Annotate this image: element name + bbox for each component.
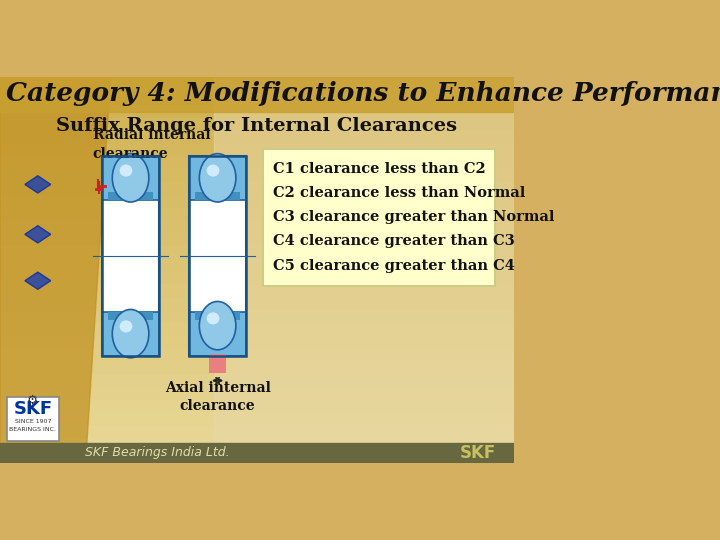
Polygon shape [0, 77, 111, 463]
Bar [102, 156, 159, 356]
Bar [0, 373, 513, 386]
Bar [0, 167, 513, 180]
Bar [0, 360, 513, 373]
Bar [0, 443, 513, 463]
Text: SKF: SKF [459, 444, 496, 462]
Bar [0, 219, 513, 232]
Bar [0, 308, 513, 321]
Text: SKF Bearings India Ltd.: SKF Bearings India Ltd. [85, 446, 229, 459]
Bar [0, 257, 513, 270]
Bar [102, 156, 159, 356]
Bar [0, 77, 513, 90]
Text: C4 clearance greater than C3: C4 clearance greater than C3 [273, 234, 514, 248]
Bar [7, 397, 58, 441]
Bar [0, 154, 513, 167]
Bar [0, 321, 513, 334]
Bar [0, 103, 513, 116]
Bar [0, 450, 513, 463]
Ellipse shape [207, 165, 220, 177]
Polygon shape [25, 176, 50, 193]
Bar [0, 129, 513, 141]
Text: C1 clearance less than C2: C1 clearance less than C2 [273, 161, 485, 176]
Text: Axial internal
clearance: Axial internal clearance [165, 381, 271, 413]
Bar [0, 399, 513, 411]
Bar [108, 312, 153, 320]
Bar [0, 77, 513, 112]
Bar [0, 244, 513, 257]
Ellipse shape [199, 154, 236, 202]
Text: Category 4: Modifications to Enhance Performance: Category 4: Modifications to Enhance Per… [6, 82, 720, 106]
Polygon shape [25, 226, 50, 243]
Ellipse shape [207, 312, 220, 325]
Polygon shape [214, 77, 513, 463]
Bar [189, 156, 246, 200]
Bar [195, 192, 240, 200]
Text: C3 clearance greater than Normal: C3 clearance greater than Normal [273, 210, 554, 224]
Bar [0, 116, 513, 129]
Bar [195, 312, 240, 320]
FancyBboxPatch shape [263, 148, 495, 286]
Text: C5 clearance greater than C4: C5 clearance greater than C4 [273, 259, 514, 273]
Polygon shape [25, 272, 50, 289]
Bar [0, 180, 513, 193]
Bar [209, 354, 226, 374]
Bar [0, 347, 513, 360]
Bar [0, 411, 513, 424]
Bar [0, 424, 513, 437]
Text: BEARINGS INC.: BEARINGS INC. [9, 427, 56, 433]
Ellipse shape [120, 320, 132, 333]
Bar [189, 156, 246, 356]
Bar [0, 437, 513, 450]
Text: Suffix Range for Internal Clearances: Suffix Range for Internal Clearances [56, 117, 457, 135]
Text: SINCE 1907: SINCE 1907 [14, 418, 51, 424]
Bar [108, 192, 153, 200]
Bar [0, 206, 513, 219]
Bar [0, 193, 513, 206]
Bar [0, 386, 513, 399]
Bar [0, 283, 513, 296]
Bar [102, 312, 159, 356]
Ellipse shape [112, 154, 149, 202]
Text: ⚙: ⚙ [27, 394, 38, 407]
Ellipse shape [120, 165, 132, 177]
Text: SKF: SKF [13, 400, 53, 418]
Bar [189, 312, 246, 356]
Text: C2 clearance less than Normal: C2 clearance less than Normal [273, 186, 525, 200]
Bar [0, 334, 513, 347]
Bar [0, 141, 513, 154]
Text: Radial internal
clearance: Radial internal clearance [93, 128, 210, 160]
Bar [209, 303, 226, 312]
Bar [0, 270, 513, 283]
Bar [0, 90, 513, 103]
Bar [0, 296, 513, 308]
Bar [189, 156, 246, 356]
Bar [0, 232, 513, 244]
Bar [102, 156, 159, 200]
Ellipse shape [112, 309, 149, 358]
Ellipse shape [199, 301, 236, 350]
